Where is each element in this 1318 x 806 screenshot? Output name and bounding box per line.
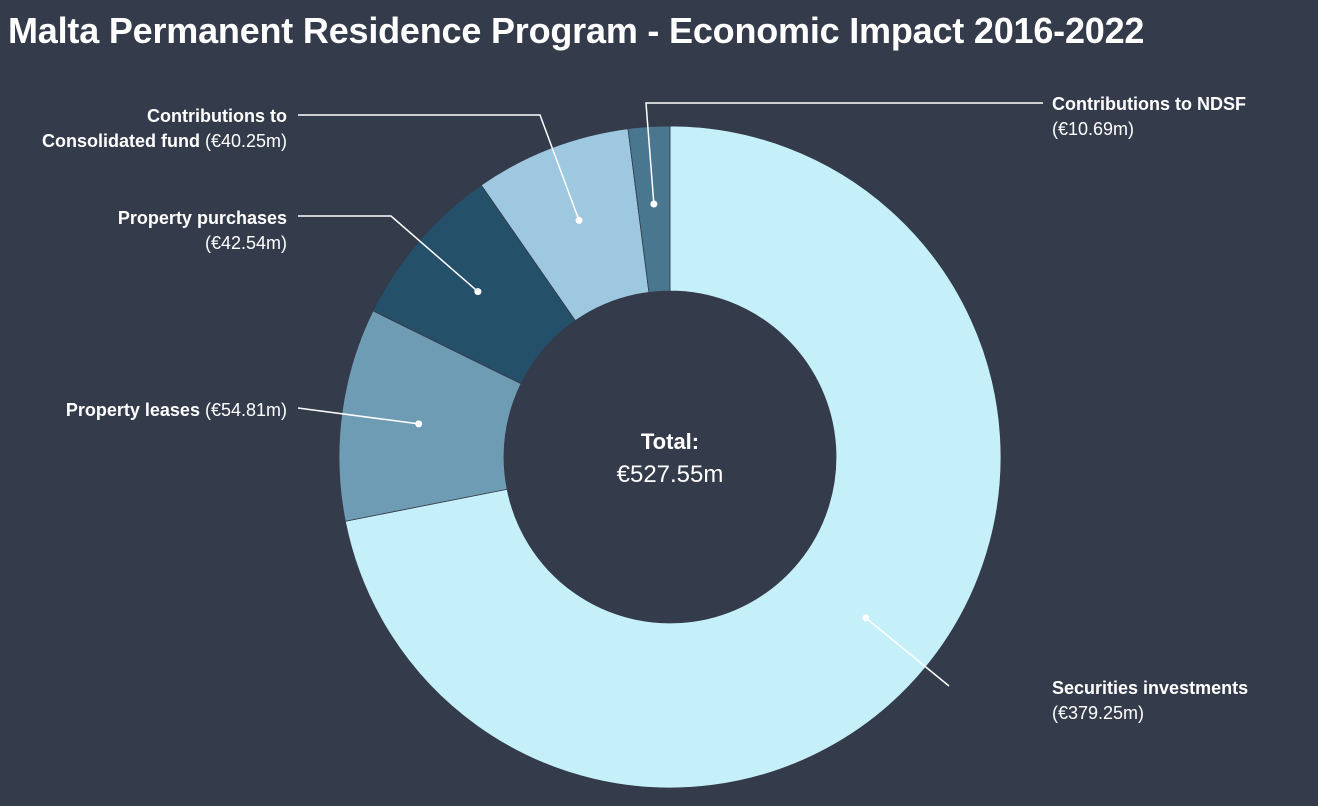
leader-line-property-purchases <box>298 215 479 293</box>
leader-line-contributions-to-ndsf <box>645 102 1043 205</box>
label-contributions-to-consolidated-fund: Consolidated fund (€40.25m) <box>42 131 287 151</box>
leader-line-securities-investments <box>865 617 950 687</box>
leader-dot-property-leases <box>415 420 423 428</box>
value-property-purchases: (€42.54m) <box>205 233 287 253</box>
total-value: €527.55m <box>617 461 724 488</box>
label-securities-investments: Securities investments <box>1052 678 1248 698</box>
chart-title: Malta Permanent Residence Program - Econ… <box>8 10 1145 51</box>
total-label: Total: <box>641 429 699 454</box>
leader-line-property-leases <box>297 407 419 425</box>
slice-contributions-to-ndsf[interactable] <box>627 125 671 293</box>
leader-dot-securities-investments <box>862 614 870 622</box>
leader-dot-contributions-to-consolidated-fund <box>575 216 583 224</box>
leader-line-contributions-to-consolidated-fund <box>298 114 580 221</box>
label-contributions-to-consolidated-fund: Contributions to <box>147 106 287 126</box>
leader-dot-contributions-to-ndsf <box>650 200 658 208</box>
leader-dot-property-purchases <box>474 288 482 296</box>
label-property-leases: Property leases (€54.81m) <box>66 400 287 420</box>
value-contributions-to-ndsf: (€10.69m) <box>1052 119 1134 139</box>
label-contributions-to-ndsf: Contributions to NDSF <box>1052 94 1246 114</box>
slice-securities-investments[interactable] <box>344 125 1002 789</box>
label-property-purchases: Property purchases <box>118 208 287 228</box>
value-securities-investments: (€379.25m) <box>1052 703 1144 723</box>
